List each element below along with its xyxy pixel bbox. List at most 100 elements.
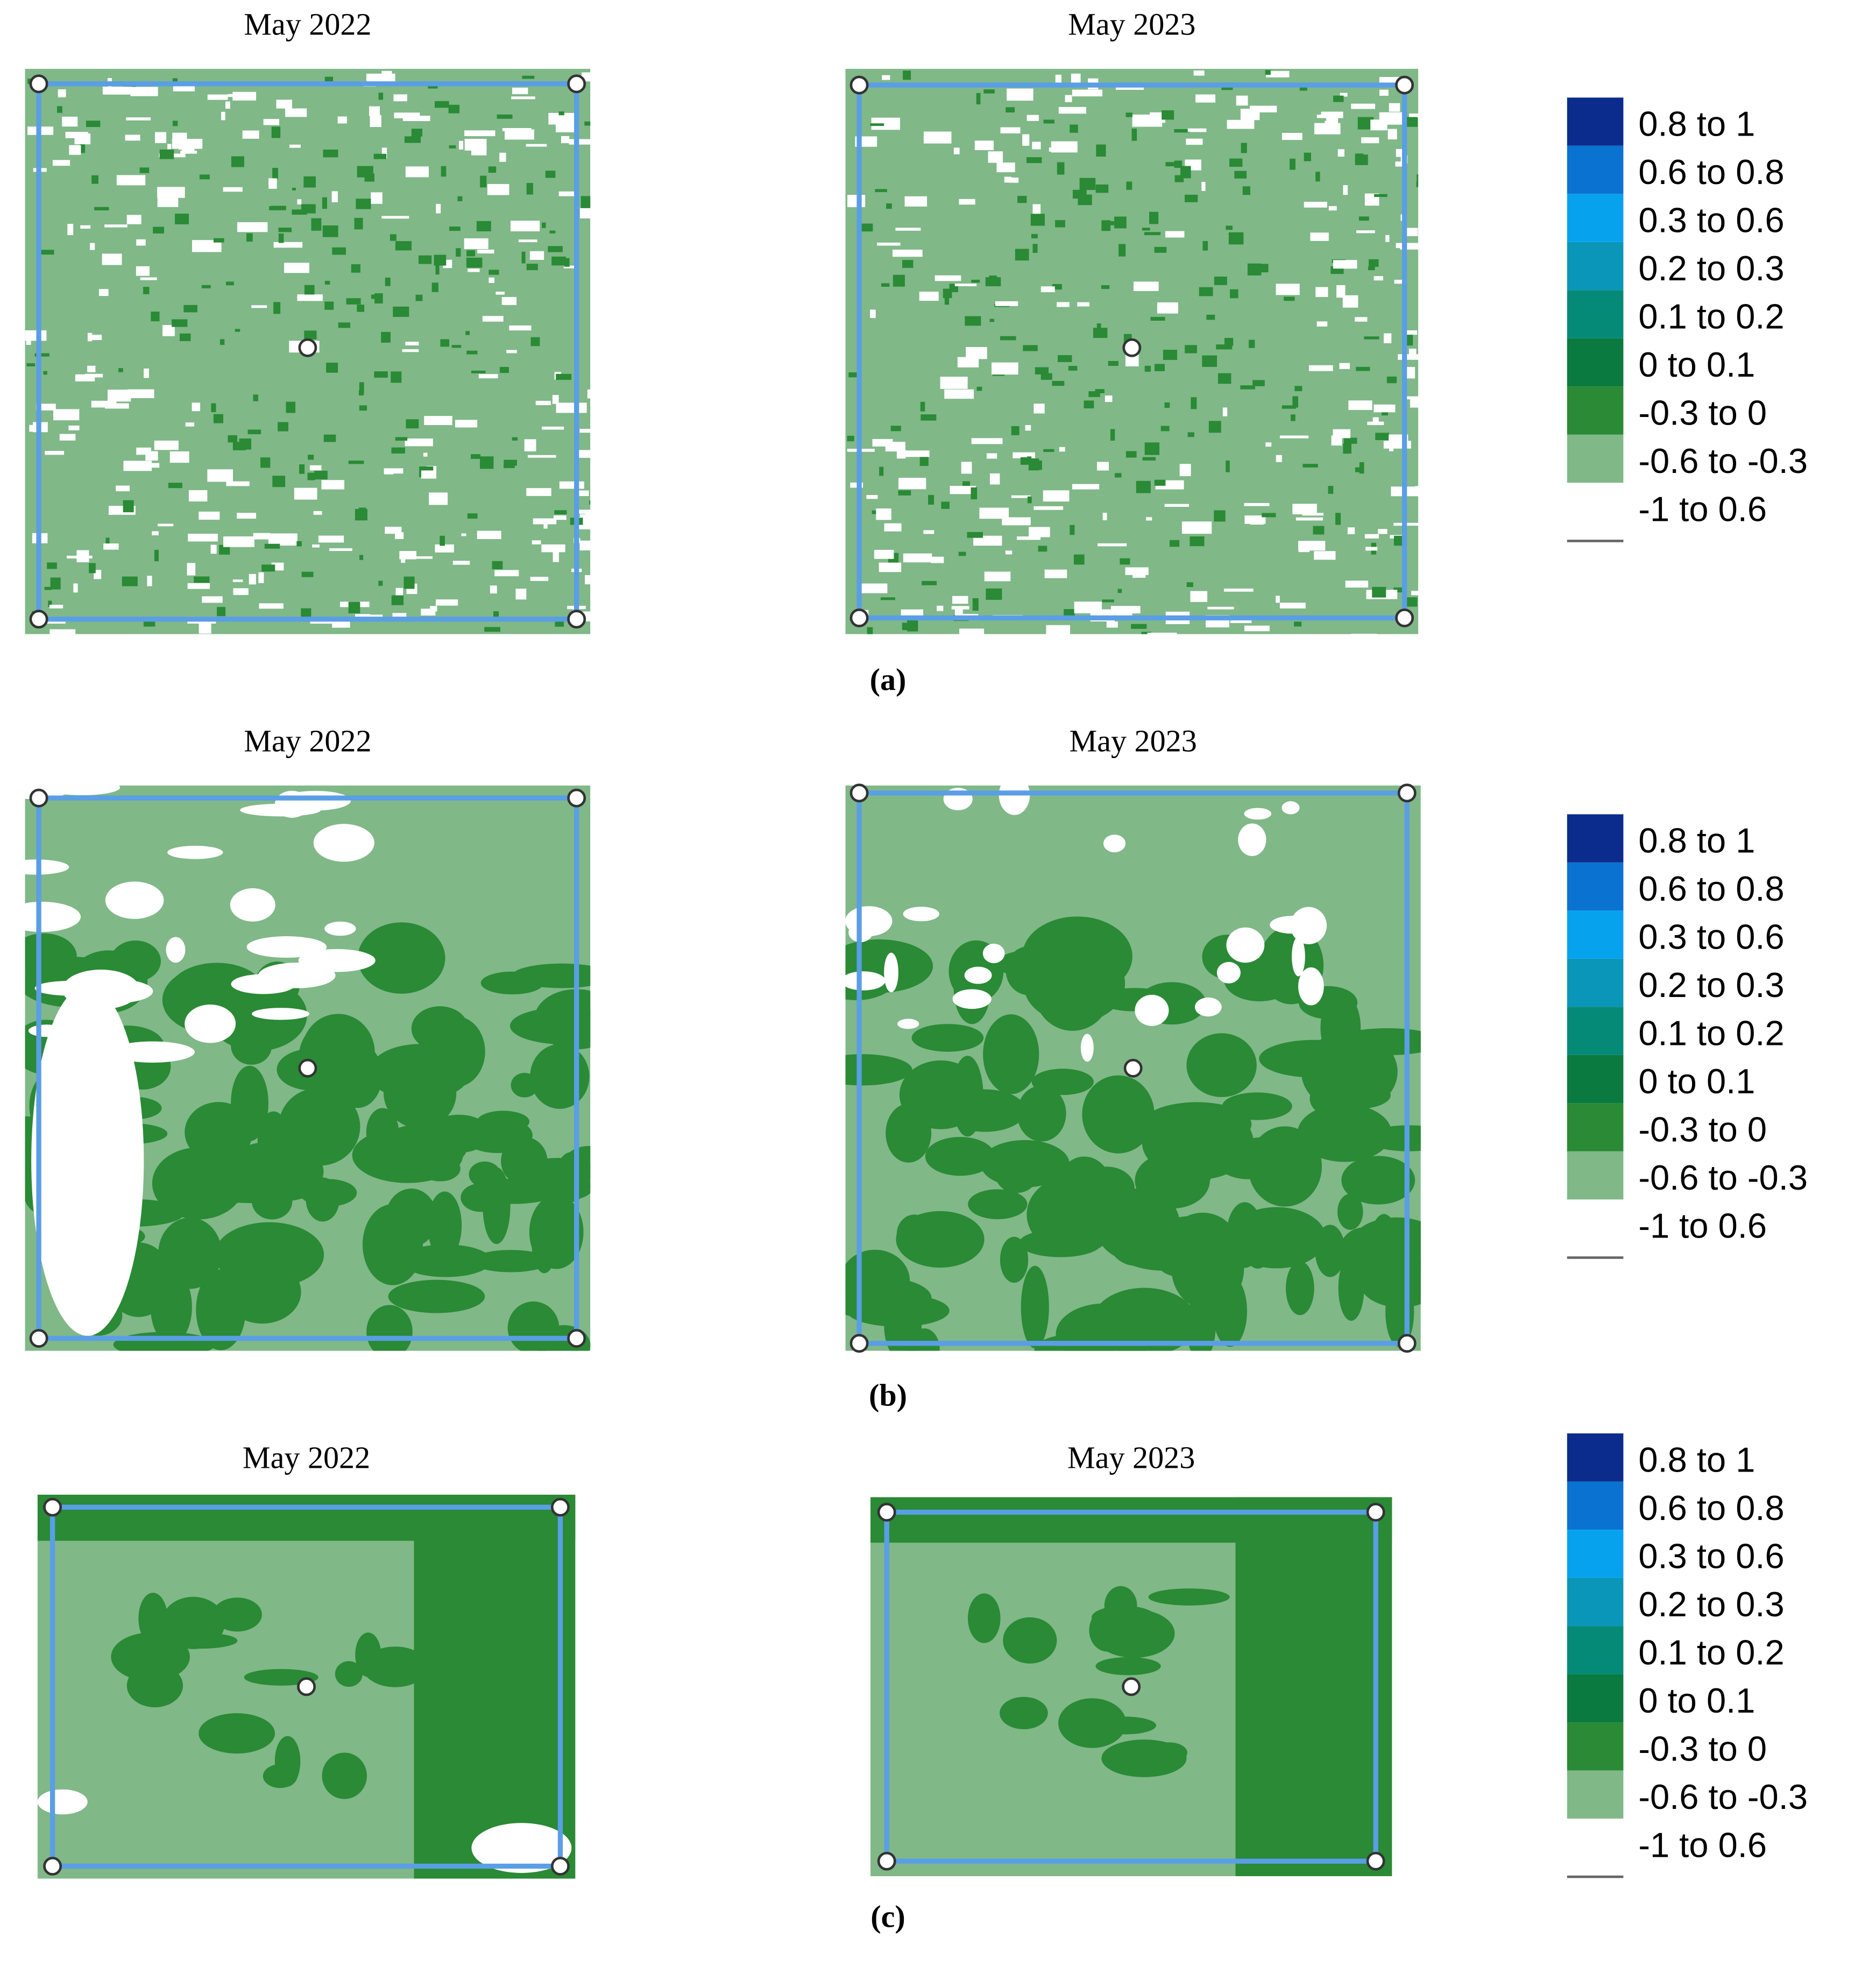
map-patch [866,494,878,499]
map-patch [25,901,81,932]
map-patch [1266,70,1290,77]
map-patch [1337,1193,1363,1230]
map-patch [953,147,960,154]
map-patch [1378,529,1387,534]
marker-point [1366,1851,1385,1871]
map-patch [967,1593,1001,1643]
map-patch [1096,144,1106,157]
map-patch [1099,1311,1126,1346]
legend-swatch [1567,814,1624,862]
map-patch [90,243,95,250]
map-patch [264,543,280,549]
map-patch [1411,590,1419,596]
map-patch [526,183,533,195]
map-patch [237,513,257,519]
map-patch [199,511,220,520]
map-patch [162,325,175,336]
map-patch [552,395,559,404]
map-patch [466,250,476,257]
map-patch [847,435,854,442]
map-patch [378,581,383,586]
map-patch [1073,554,1085,565]
map-patch [159,149,174,159]
map-patch [1165,162,1180,167]
map-patch [1228,232,1244,245]
marker-point [1122,1677,1141,1696]
map-patch [202,1183,311,1204]
map-patch [1011,495,1031,498]
legend-label: 0 to 0.1 [1638,1681,1755,1720]
map-patch [1031,234,1038,239]
map-patch [297,199,302,205]
map-patch [1299,86,1307,91]
map-patch [1276,455,1282,462]
map-patch [1292,504,1317,514]
map-patch [510,221,540,231]
map-patch [1286,1261,1314,1316]
map-patch [952,989,992,1009]
map-patch [1032,142,1041,150]
map-patch [280,790,351,811]
map-patch [1072,189,1087,199]
map-patch [1015,249,1029,261]
map-patch [1325,121,1330,131]
map-patch [919,455,929,466]
map-patch [1027,115,1039,121]
map-patch [1080,1034,1094,1062]
map-patch [1235,1497,1392,1877]
map-patch [1135,994,1169,1026]
map-patch [194,576,210,583]
map-patch [1223,588,1254,592]
map-patch [1030,214,1045,226]
map-patch [140,277,157,280]
map-patch [1115,473,1122,478]
map-patch [69,145,81,155]
map-patch [549,230,556,234]
map-patch [1055,220,1065,228]
map-patch [1374,404,1396,413]
map-patch [1131,624,1147,629]
map-patch [1358,216,1369,221]
map-patch [313,824,374,862]
map-patch [207,469,233,482]
map-patch [961,462,972,474]
map-patch [1216,961,1241,984]
map-image [37,1495,576,1879]
map-patch [403,576,415,589]
map-patch [296,541,302,547]
map-patch [25,330,47,341]
map-patch [1244,515,1266,524]
map-patch [414,1495,576,1879]
legend-swatch [1567,862,1624,911]
map-patch [1224,338,1234,346]
map-patch [192,402,201,412]
map-patch [1214,277,1227,285]
legend-swatch [1567,1626,1624,1674]
map-patch [164,1632,238,1649]
map-patch [230,888,275,922]
map-patch [492,561,503,569]
map-patch [1379,89,1389,96]
map-patch [499,366,509,373]
map-patch [1395,161,1403,167]
map-patch [495,292,505,295]
map-patch [964,966,992,984]
map-patch [355,508,367,521]
map-patch [292,209,307,215]
map-patch [1227,119,1255,129]
map-patch [1160,426,1170,432]
map-patch [848,372,861,378]
map-patch [971,279,980,283]
map-patch [59,434,76,441]
map-patch [1265,70,1271,75]
map-patch [576,510,591,514]
map-patch [1242,186,1250,195]
map-patch [188,533,218,542]
map-patch [576,490,589,496]
map-patch [385,526,402,534]
map-patch [490,585,497,594]
map-patch [85,373,103,378]
map-patch [395,588,403,596]
map-patch [127,389,154,398]
map-patch [152,531,159,535]
